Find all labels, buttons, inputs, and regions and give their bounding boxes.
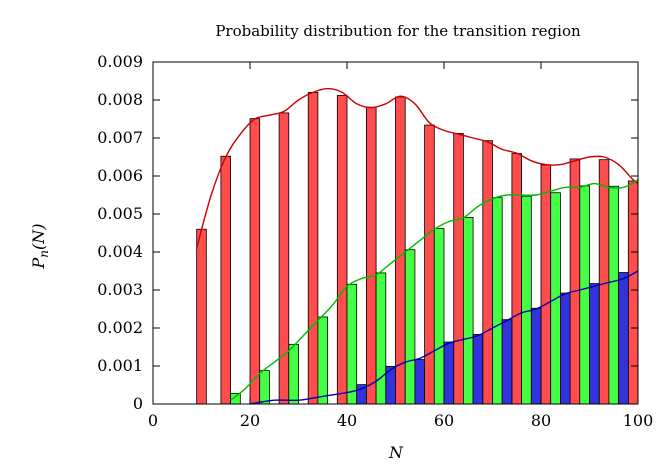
bar-red-15	[220, 155, 231, 405]
bar-green-89	[579, 185, 590, 405]
y-tick-label: 0.009	[97, 52, 143, 71]
axis-ticks	[152, 61, 639, 405]
bar-red-21	[249, 118, 261, 405]
chart-title: Probability distribution for the transit…	[215, 22, 581, 40]
bar-red-69	[482, 140, 493, 405]
fit-curves	[195, 87, 639, 405]
bar-red-51	[395, 96, 406, 405]
bar-red-10	[196, 228, 207, 405]
y-tick-label: 0	[133, 394, 143, 413]
bar-green-23	[259, 370, 270, 405]
x-tick-label: 80	[531, 411, 551, 430]
x-tick-label: 0	[148, 411, 158, 430]
bar-blue-91	[589, 283, 600, 405]
bar-red-57	[424, 124, 435, 405]
y-axis-label-arg: (N)	[29, 224, 48, 250]
x-tick-label: 40	[337, 411, 357, 430]
bar-green-35	[317, 316, 328, 405]
bar-green-65	[462, 217, 474, 405]
x-tick-label: 100	[623, 411, 654, 430]
bar-blue-61	[443, 341, 455, 405]
y-tick-label: 0.003	[97, 280, 143, 299]
curve-red-fit	[195, 87, 639, 249]
bar-blue-55	[414, 359, 425, 405]
bar-blue-97	[618, 272, 629, 405]
bar-blue-73	[501, 319, 513, 405]
bar-red-45	[365, 106, 377, 405]
bar-red-75	[511, 153, 522, 405]
bar-green-59	[433, 228, 445, 405]
bar-red-63	[453, 133, 464, 405]
bar-red-93	[598, 159, 610, 405]
y-tick-label: 0.007	[97, 128, 143, 147]
y-tick-label: 0.005	[97, 204, 143, 223]
bar-green-41	[346, 283, 358, 405]
y-axis-label: Pn(N)	[29, 224, 51, 270]
bar-red-33	[307, 92, 319, 405]
tick-labels: 0 20 40 60 80 100 0 0.001 0.002 0.003 0.004 0.005 0.…	[97, 52, 653, 430]
curve-blue-fit	[249, 270, 639, 405]
bar-red-87	[569, 158, 581, 405]
y-axis-label-main: P	[29, 257, 48, 269]
y-axis-label-sub: n	[37, 250, 51, 258]
y-tick-label: 0.001	[97, 356, 143, 375]
x-tick-label: 60	[434, 411, 454, 430]
bar-green-53	[404, 249, 416, 405]
bar-green-29	[288, 343, 299, 405]
bar-blue-79	[530, 307, 542, 405]
y-tick-label: 0.002	[97, 318, 143, 337]
bar-blue-85	[560, 292, 571, 405]
bar-red-27	[278, 112, 290, 405]
y-tick-label: 0.004	[97, 242, 143, 261]
bar-green-77	[521, 195, 532, 405]
y-tick-label: 0.008	[97, 90, 143, 109]
bar-red-81	[540, 164, 552, 405]
bar-blue-67	[472, 334, 484, 405]
bar-green-47	[375, 272, 387, 405]
bar-green-95	[608, 185, 620, 405]
y-tick-label: 0.006	[97, 166, 143, 185]
plot-frame	[152, 61, 639, 405]
curve-green-fit	[230, 179, 639, 401]
x-axis-label: N	[388, 443, 404, 462]
x-tick-label: 20	[240, 411, 260, 430]
bar-red-39	[336, 95, 348, 405]
bars	[196, 92, 639, 405]
bar-green-71	[492, 197, 503, 405]
